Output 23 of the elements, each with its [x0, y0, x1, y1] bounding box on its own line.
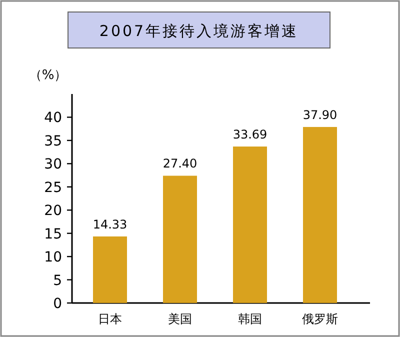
- y-tick-label: 10: [44, 250, 62, 266]
- x-tick-label: 俄罗斯: [302, 312, 338, 326]
- y-tick-label: 20: [44, 203, 62, 220]
- chart-title: 2007年接待入境游客增速: [99, 22, 299, 40]
- x-tick-label: 日本: [98, 312, 122, 326]
- y-tick-label: 30: [44, 156, 62, 173]
- bar: [303, 126, 337, 303]
- data-label: 14.33: [92, 217, 128, 232]
- y-tick-label: 35: [44, 133, 62, 150]
- bar: [93, 236, 127, 303]
- bar: [163, 176, 197, 303]
- y-tick-label: 40: [44, 110, 62, 126]
- x-tick-label: 美国: [168, 312, 192, 326]
- y-tick-label: 15: [44, 226, 62, 242]
- y-tick-label: 5: [53, 272, 62, 289]
- bar: [233, 146, 267, 303]
- y-tick-label: 25: [44, 180, 62, 196]
- data-label: 37.90: [302, 108, 338, 122]
- y-axis-title: （%）: [28, 68, 68, 83]
- x-tick-label: 韩国: [238, 312, 262, 326]
- data-label: 33.69: [232, 128, 268, 142]
- y-tick-label: 0: [53, 296, 62, 312]
- data-label: 27.40: [162, 156, 198, 171]
